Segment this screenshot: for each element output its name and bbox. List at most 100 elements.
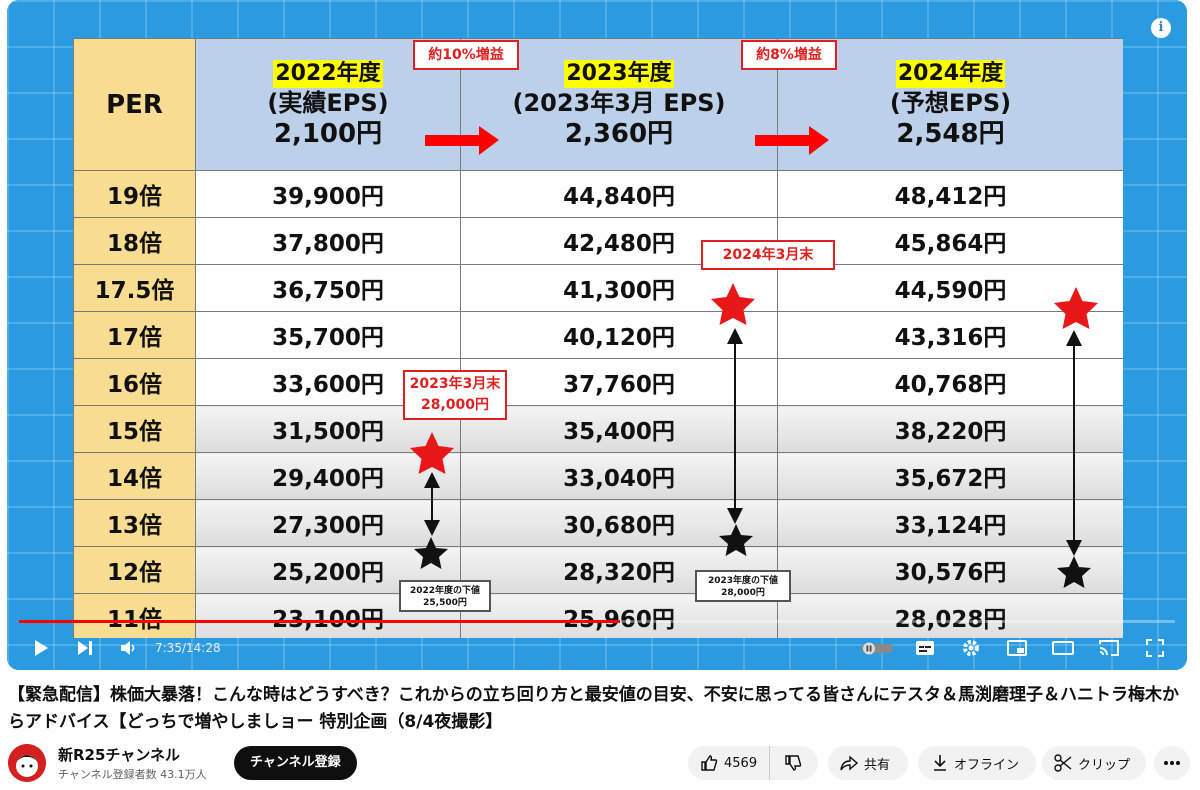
play-button[interactable] xyxy=(25,625,57,670)
price-2022: 37,800円 xyxy=(195,217,461,265)
header-2024-sub: (予想EPS) xyxy=(889,88,1012,117)
per-header: PER xyxy=(73,38,196,171)
volume-icon xyxy=(121,640,135,655)
time-separator: / xyxy=(181,640,186,655)
miniplayer-icon xyxy=(1007,639,1027,656)
theater-button[interactable] xyxy=(1045,625,1081,670)
price-2023: 37,760円 xyxy=(460,358,778,406)
skip-next-icon xyxy=(78,640,92,655)
table-row: 15倍 31,500円 35,400円 38,220円 xyxy=(73,405,1123,453)
avatar-face-icon xyxy=(8,744,46,782)
like-button[interactable]: 4569 xyxy=(688,746,770,780)
price-2024: 33,124円 xyxy=(777,499,1123,547)
per-value: 19倍 xyxy=(73,170,196,218)
low-2022-line1: 2022年度の下値 xyxy=(409,586,481,596)
price-2023: 41,300円 xyxy=(460,264,778,312)
volume-button[interactable] xyxy=(113,625,145,670)
per-value: 16倍 xyxy=(73,358,196,406)
autoplay-toggle-icon xyxy=(861,642,893,654)
time-current: 7:35 xyxy=(155,640,182,655)
price-2024: 40,768円 xyxy=(777,358,1123,406)
channel-actions-row: 新R25チャンネル チャンネル登録者数 43.1万人 チャンネル登録 4569 … xyxy=(8,740,1192,784)
share-label: 共有 xyxy=(864,757,891,773)
per-value: 12倍 xyxy=(73,546,196,594)
header-2023-year: 2023年度 xyxy=(564,59,674,88)
fullscreen-button[interactable] xyxy=(1137,625,1173,670)
miniplayer-button[interactable] xyxy=(999,625,1035,670)
share-icon xyxy=(840,755,858,771)
cast-icon xyxy=(1099,639,1119,656)
increase-label-2024: 約8%増益 xyxy=(741,40,837,70)
price-2024: 28,028円 xyxy=(777,593,1123,638)
settings-button[interactable] xyxy=(953,625,989,670)
clip-label: クリップ xyxy=(1078,757,1131,773)
gear-icon xyxy=(963,639,979,656)
channel-avatar[interactable] xyxy=(8,744,46,782)
offline-button[interactable]: オフライン xyxy=(918,746,1036,780)
red-star-icon xyxy=(711,283,755,325)
header-2022-eps: 2,100円 xyxy=(273,118,383,149)
price-2024: 35,672円 xyxy=(777,452,1123,500)
label-2023-march-end: 2023年3月末 28,000円 xyxy=(403,370,507,420)
subtitles-icon xyxy=(916,640,934,655)
like-dislike-group: 4569 xyxy=(688,746,818,780)
theater-icon xyxy=(1052,640,1074,655)
low-2023-label: 2023年度の下値 28,000円 xyxy=(695,570,791,602)
table-row: 17.5倍 36,750円 41,300円 44,590円 xyxy=(73,264,1123,312)
per-value: 17倍 xyxy=(73,311,196,359)
header-2022-sub: (実績EPS) xyxy=(267,88,389,117)
time-display: 7:35 / 14:28 xyxy=(155,625,245,670)
black-star-icon xyxy=(719,524,753,556)
increase-label-2023: 約10%増益 xyxy=(413,40,519,70)
video-player[interactable]: PER 2022年度 (実績EPS) 2,100円 2023年度 (2023年3… xyxy=(7,0,1187,670)
share-button[interactable]: 共有 xyxy=(828,746,908,780)
more-button[interactable] xyxy=(1154,746,1190,780)
thumbs-down-icon xyxy=(785,755,802,771)
like-count: 4569 xyxy=(724,755,758,771)
dislike-button[interactable] xyxy=(770,746,816,780)
header-2024-eps: 2,548円 xyxy=(896,118,1005,149)
price-2022: 36,750円 xyxy=(195,264,461,312)
progress-bar[interactable] xyxy=(19,620,1175,623)
red-star-icon xyxy=(410,432,454,474)
autoplay-toggle[interactable] xyxy=(857,625,897,670)
low-2023-line2: 28,000円 xyxy=(721,588,765,598)
label-2024-march-end: 2024年3月末 xyxy=(701,240,835,270)
info-icon[interactable]: i xyxy=(1151,18,1171,38)
clip-button[interactable]: クリップ xyxy=(1042,746,1146,780)
price-2022: 29,400円 xyxy=(195,452,461,500)
table-row: 14倍 29,400円 33,040円 35,672円 xyxy=(73,452,1123,500)
subtitles-button[interactable] xyxy=(907,625,943,670)
more-horizontal-icon xyxy=(1164,761,1180,765)
low-2022-line2: 25,500円 xyxy=(423,598,467,608)
per-value: 13倍 xyxy=(73,499,196,547)
thumbs-up-icon xyxy=(701,755,718,771)
per-value: 14倍 xyxy=(73,452,196,500)
time-total: 14:28 xyxy=(186,640,221,655)
table-row: 16倍 33,600円 37,760円 40,768円 xyxy=(73,358,1123,406)
price-2022: 27,300円 xyxy=(195,499,461,547)
per-table-slide: PER 2022年度 (実績EPS) 2,100円 2023年度 (2023年3… xyxy=(73,38,1123,638)
price-2022: 39,900円 xyxy=(195,170,461,218)
cast-button[interactable] xyxy=(1091,625,1127,670)
price-2023: 44,840円 xyxy=(460,170,778,218)
table-row: 17倍 35,700円 40,120円 43,316円 xyxy=(73,311,1123,359)
low-2022-label: 2022年度の下値 25,500円 xyxy=(399,580,491,612)
channel-name[interactable]: 新R25チャンネル xyxy=(58,746,180,764)
video-title: 【緊急配信】株価大暴落！こんな時はどうすべき？これからの立ち回り方と最安値の目安… xyxy=(8,685,1179,732)
price-2022: 35,700円 xyxy=(195,311,461,359)
annotation-overlay xyxy=(410,126,1098,588)
price-2023: 33,040円 xyxy=(460,452,778,500)
subscribe-button[interactable]: チャンネル登録 xyxy=(234,746,357,780)
low-2023-line1: 2023年度の下値 xyxy=(707,576,779,586)
header-2022-year: 2022年度 xyxy=(273,59,383,88)
download-icon xyxy=(934,755,946,771)
header-2024-year: 2024年度 xyxy=(895,59,1006,88)
table-row: 19倍 39,900円 44,840円 48,412円 xyxy=(73,170,1123,218)
scissors-icon xyxy=(1054,754,1072,772)
per-value: 15倍 xyxy=(73,405,196,453)
next-button[interactable] xyxy=(69,625,101,670)
label-2023-march-end-line2: 28,000円 xyxy=(420,397,490,413)
progress-fill xyxy=(19,620,621,623)
price-2023: 40,120円 xyxy=(460,311,778,359)
